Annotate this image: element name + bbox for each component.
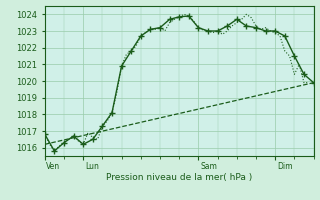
Text: Sam: Sam	[200, 162, 217, 171]
Text: Lun: Lun	[85, 162, 99, 171]
X-axis label: Pression niveau de la mer( hPa ): Pression niveau de la mer( hPa )	[106, 173, 252, 182]
Text: Dim: Dim	[277, 162, 292, 171]
Text: Ven: Ven	[46, 162, 60, 171]
